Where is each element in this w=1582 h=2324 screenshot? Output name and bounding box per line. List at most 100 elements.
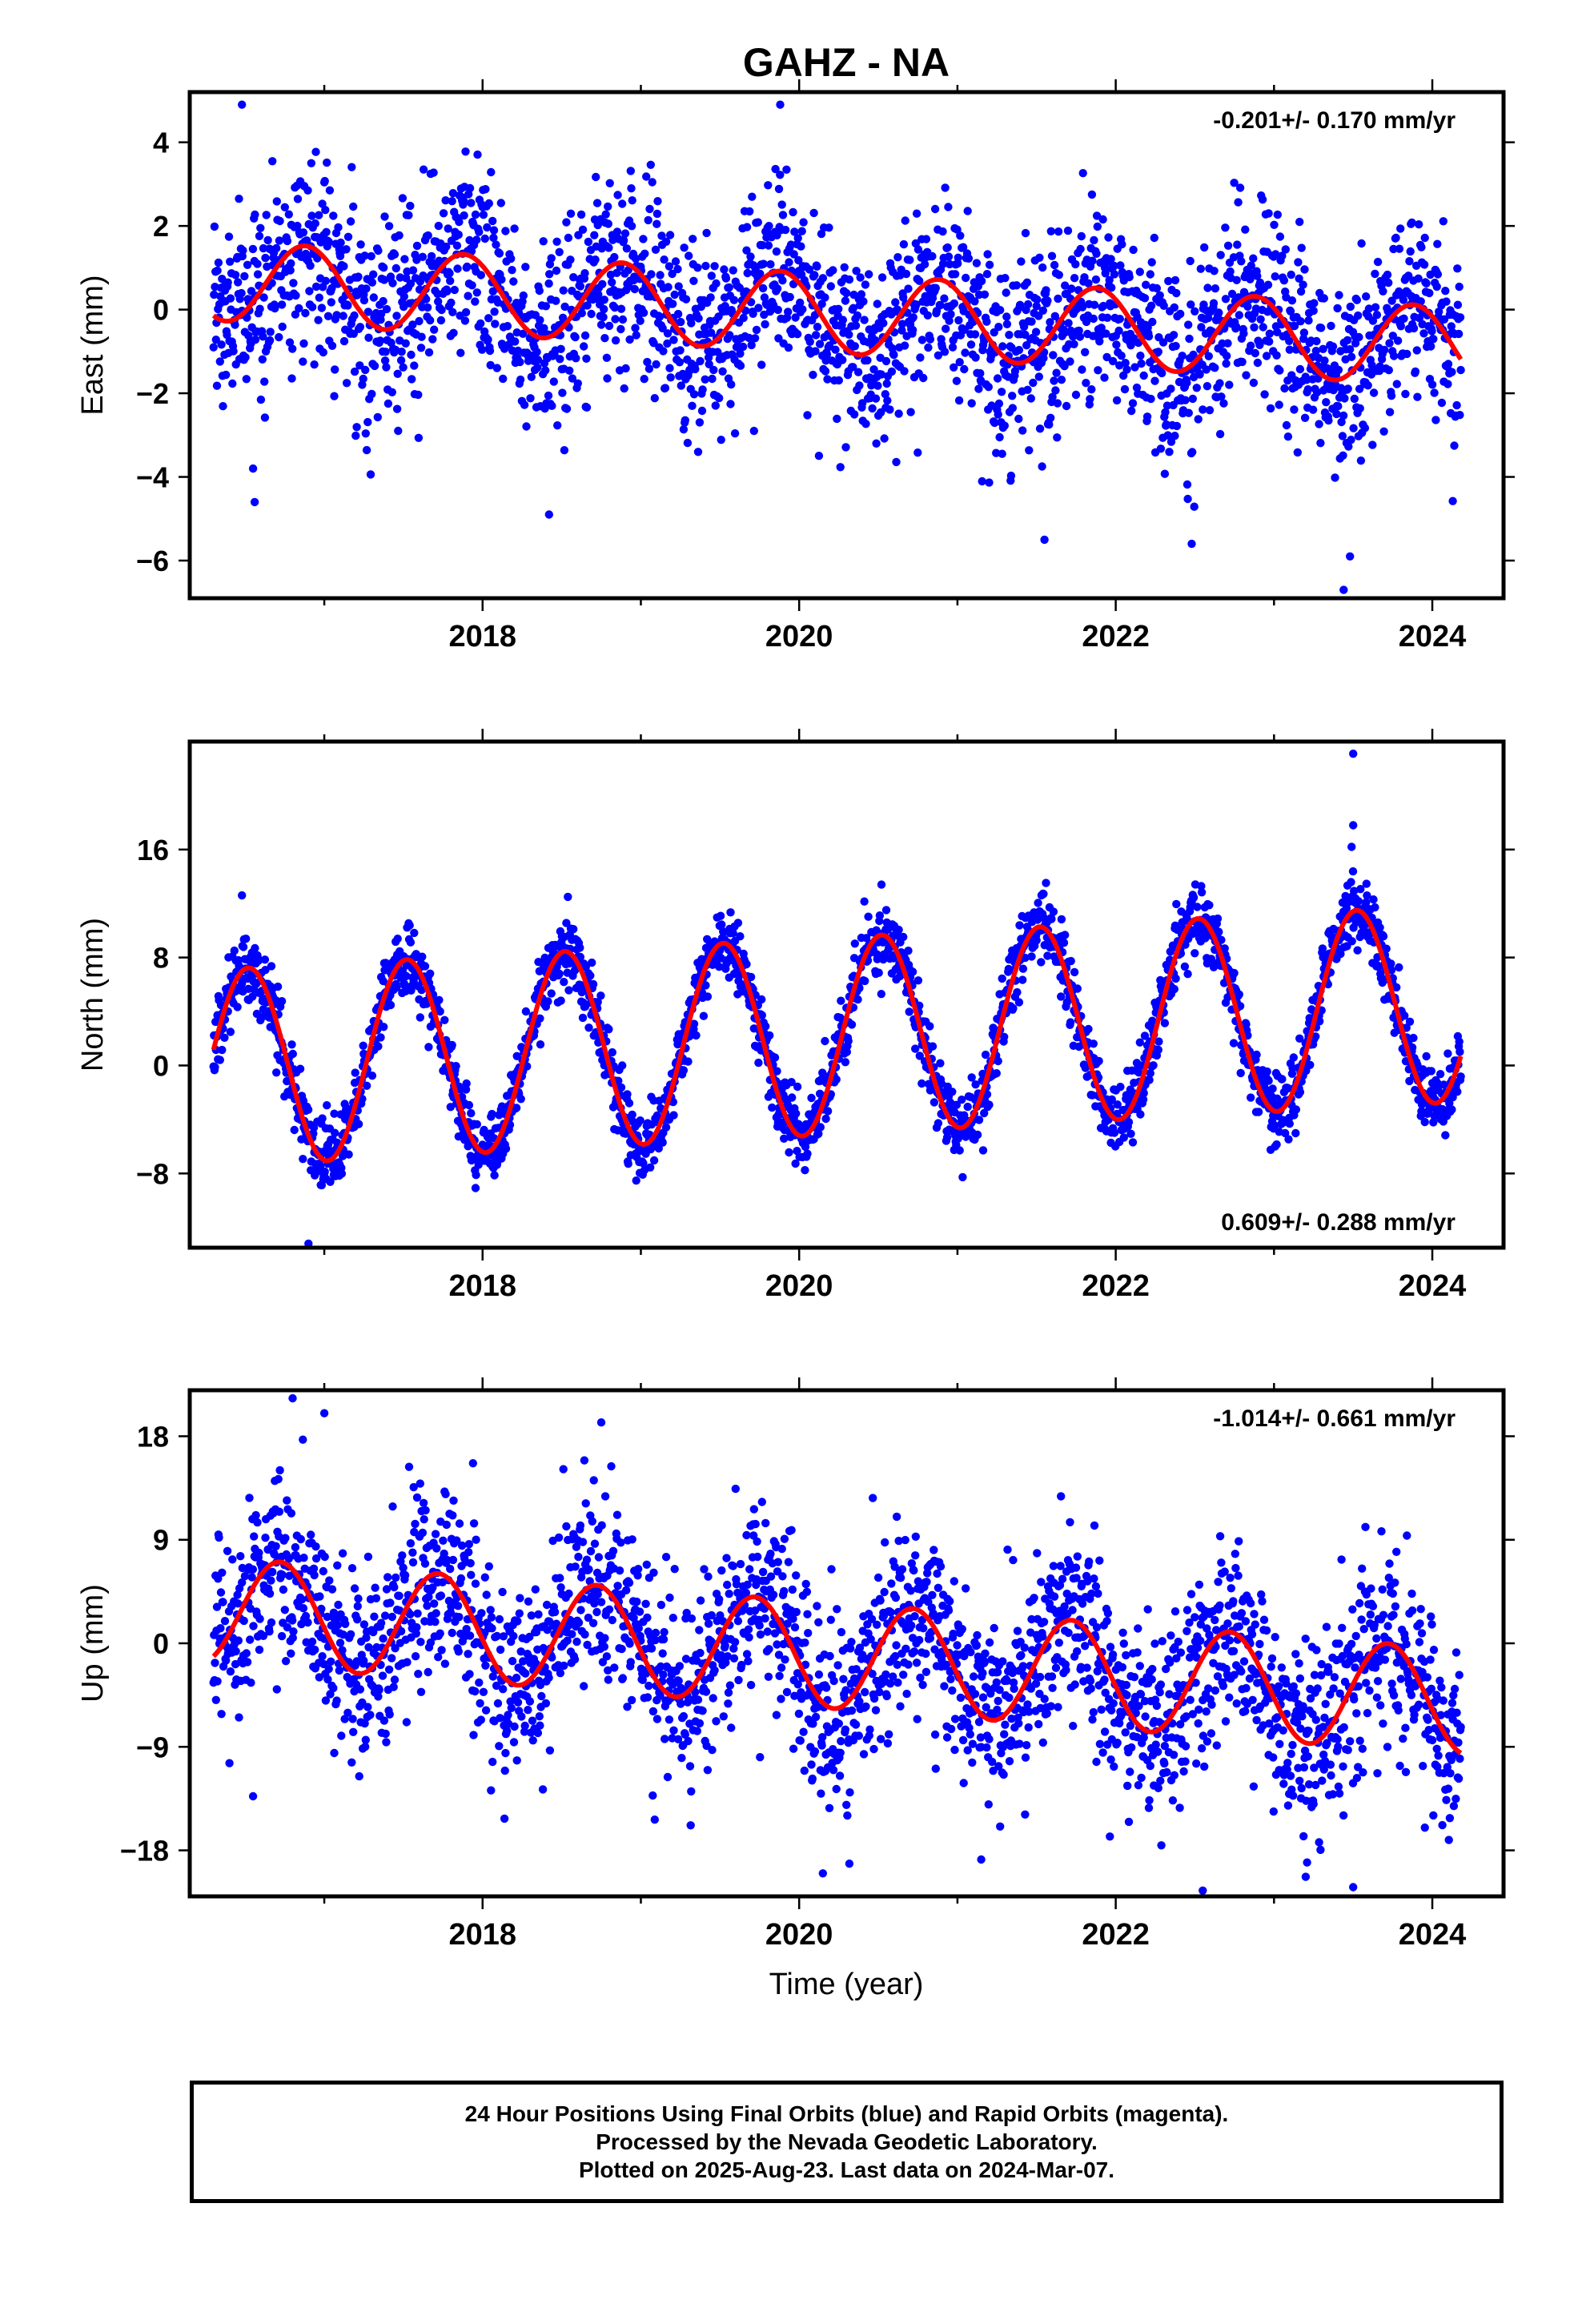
- east-point: [1116, 261, 1125, 270]
- east-point: [1070, 274, 1079, 283]
- east-point: [484, 335, 492, 344]
- north-point: [1375, 923, 1384, 932]
- north-point: [393, 935, 402, 943]
- north-point: [586, 971, 595, 980]
- north-point: [1154, 1037, 1163, 1046]
- north-point: [1047, 915, 1056, 923]
- north-point: [985, 1100, 994, 1109]
- east-point: [756, 269, 765, 279]
- east-point: [1281, 245, 1291, 254]
- north-point: [861, 976, 869, 986]
- east-point: [1002, 312, 1011, 321]
- east-point: [694, 314, 703, 323]
- north-point: [847, 1020, 857, 1029]
- east-point: [1295, 217, 1304, 227]
- north-point: [658, 1138, 667, 1147]
- north-point: [260, 955, 270, 964]
- east-point: [985, 260, 994, 269]
- north-point: [523, 1062, 532, 1071]
- east-point: [1439, 217, 1448, 226]
- east-point: [1270, 220, 1279, 229]
- east-point: [647, 270, 656, 279]
- north-point: [337, 1169, 347, 1178]
- north-point: [367, 1072, 377, 1080]
- east-point: [753, 218, 762, 227]
- east-outlier-point: [1040, 535, 1049, 545]
- east-point: [1064, 319, 1073, 328]
- east-point: [856, 273, 865, 282]
- east-point: [526, 394, 535, 403]
- east-point: [877, 273, 887, 282]
- north-point: [569, 925, 578, 934]
- east-point: [1053, 433, 1062, 442]
- east-point: [1104, 233, 1113, 242]
- east-point: [657, 231, 666, 240]
- east-point: [697, 302, 705, 312]
- east-point: [764, 241, 773, 250]
- east-point: [954, 396, 964, 405]
- east-point: [1357, 239, 1366, 248]
- east-point: [785, 292, 794, 302]
- east-point: [1108, 356, 1118, 366]
- east-point: [934, 351, 943, 360]
- east-point: [1401, 389, 1410, 399]
- north-point: [1145, 1076, 1154, 1084]
- east-point: [1136, 352, 1145, 360]
- east-point: [560, 446, 569, 455]
- east-point: [307, 159, 315, 167]
- north-point: [1336, 949, 1345, 959]
- east-point: [209, 343, 218, 352]
- east-point: [427, 251, 436, 261]
- east-point: [444, 224, 452, 233]
- east-point: [994, 323, 1003, 332]
- east-point: [1010, 367, 1020, 376]
- east-point: [497, 275, 506, 284]
- north-point: [913, 976, 923, 985]
- east-point: [1429, 335, 1438, 344]
- east-point: [857, 399, 867, 408]
- east-point: [1262, 352, 1271, 360]
- east-point: [746, 252, 755, 261]
- east-point: [1094, 366, 1102, 375]
- east-point: [251, 336, 260, 344]
- north-point: [1272, 1140, 1281, 1149]
- north-point: [639, 1159, 648, 1168]
- east-point: [568, 374, 577, 383]
- east-point: [822, 350, 832, 359]
- east-point: [1045, 420, 1054, 429]
- east-point: [541, 366, 550, 375]
- north-point: [1059, 939, 1069, 947]
- north-point: [842, 1047, 852, 1056]
- east-point: [841, 443, 850, 452]
- north-point: [303, 1105, 313, 1114]
- north-point: [1363, 891, 1371, 900]
- north-point: [994, 1056, 1002, 1066]
- east-point: [786, 240, 796, 249]
- east-point: [256, 395, 266, 404]
- east-point: [234, 278, 243, 287]
- east-point: [1122, 365, 1131, 374]
- east-point: [380, 356, 390, 365]
- east-point: [1407, 218, 1416, 227]
- east-point: [1144, 332, 1154, 341]
- north-point: [1285, 1120, 1295, 1128]
- east-point: [1080, 273, 1089, 282]
- east-point: [954, 316, 963, 325]
- east-point: [1264, 209, 1273, 218]
- east-point: [445, 269, 454, 278]
- east-point: [778, 276, 787, 285]
- east-point: [361, 365, 370, 375]
- north-point: [464, 1100, 474, 1110]
- east-point: [853, 368, 863, 376]
- east-point: [1454, 329, 1464, 339]
- east-point: [1164, 276, 1173, 286]
- east-point: [1112, 396, 1122, 405]
- east-point: [559, 286, 568, 295]
- east-point: [919, 373, 928, 383]
- east-point: [994, 399, 1004, 408]
- east-point: [880, 434, 889, 443]
- east-point: [1025, 446, 1034, 455]
- east-point: [677, 381, 685, 390]
- east-point: [1340, 394, 1349, 403]
- east-point: [1190, 502, 1199, 511]
